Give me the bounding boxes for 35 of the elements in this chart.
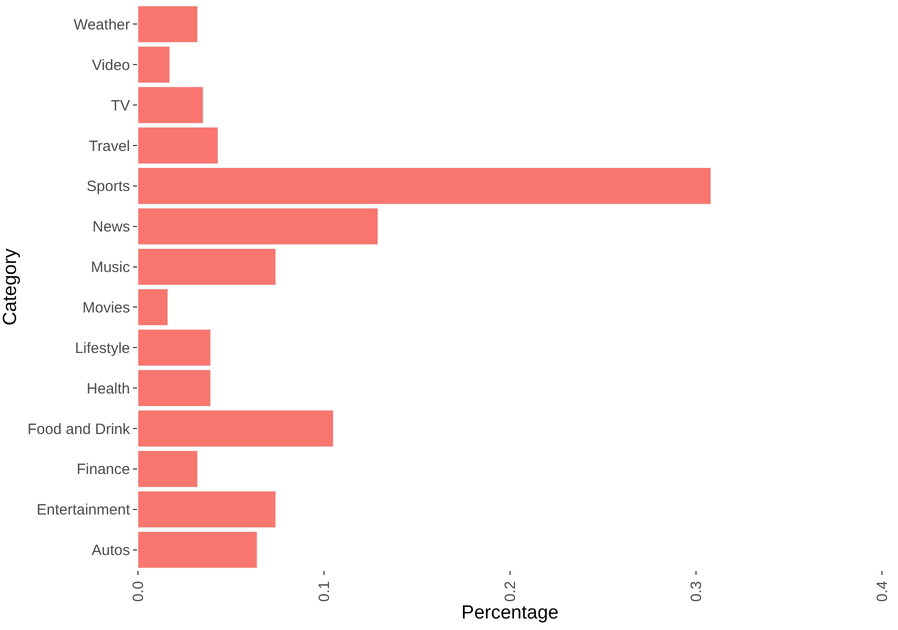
y-tick-label: Weather	[74, 16, 130, 34]
y-tick-label: Food and Drink	[27, 420, 130, 438]
y-axis-title: Category	[0, 248, 21, 326]
y-tick-label: News	[92, 218, 130, 236]
y-tick-label: Video	[92, 56, 130, 74]
bar	[138, 86, 204, 124]
bar	[138, 288, 168, 326]
bar	[138, 127, 218, 164]
y-tick-label: Entertainment	[36, 502, 131, 519]
x-tick-label: 0.4	[874, 581, 891, 602]
bar	[138, 46, 170, 84]
x-tick-label: 0.2	[502, 581, 519, 602]
bar	[138, 490, 276, 528]
y-tick-label: TV	[110, 97, 130, 114]
y-tick-label: Autos	[92, 542, 130, 560]
bar	[138, 167, 712, 204]
y-tick-label: Finance	[76, 461, 130, 478]
bar	[138, 410, 334, 447]
bar	[138, 6, 198, 43]
bar	[138, 248, 276, 286]
x-tick-label: 0.0	[130, 581, 147, 602]
y-tick-label: Movies	[82, 299, 130, 316]
y-tick-label: Travel	[88, 138, 130, 155]
x-tick-label: 0.3	[688, 581, 705, 602]
bar	[138, 450, 198, 488]
y-tick-label: Music	[90, 259, 130, 276]
y-tick-label: Lifestyle	[74, 340, 130, 357]
bar	[138, 370, 211, 407]
x-axis-title: Percentage	[461, 602, 559, 624]
x-tick-label: 0.1	[316, 581, 333, 602]
bar	[138, 208, 378, 245]
y-tick-label: Health	[86, 380, 130, 398]
bar	[138, 531, 258, 568]
y-tick-label: Sports	[86, 178, 130, 196]
bar	[138, 329, 211, 366]
